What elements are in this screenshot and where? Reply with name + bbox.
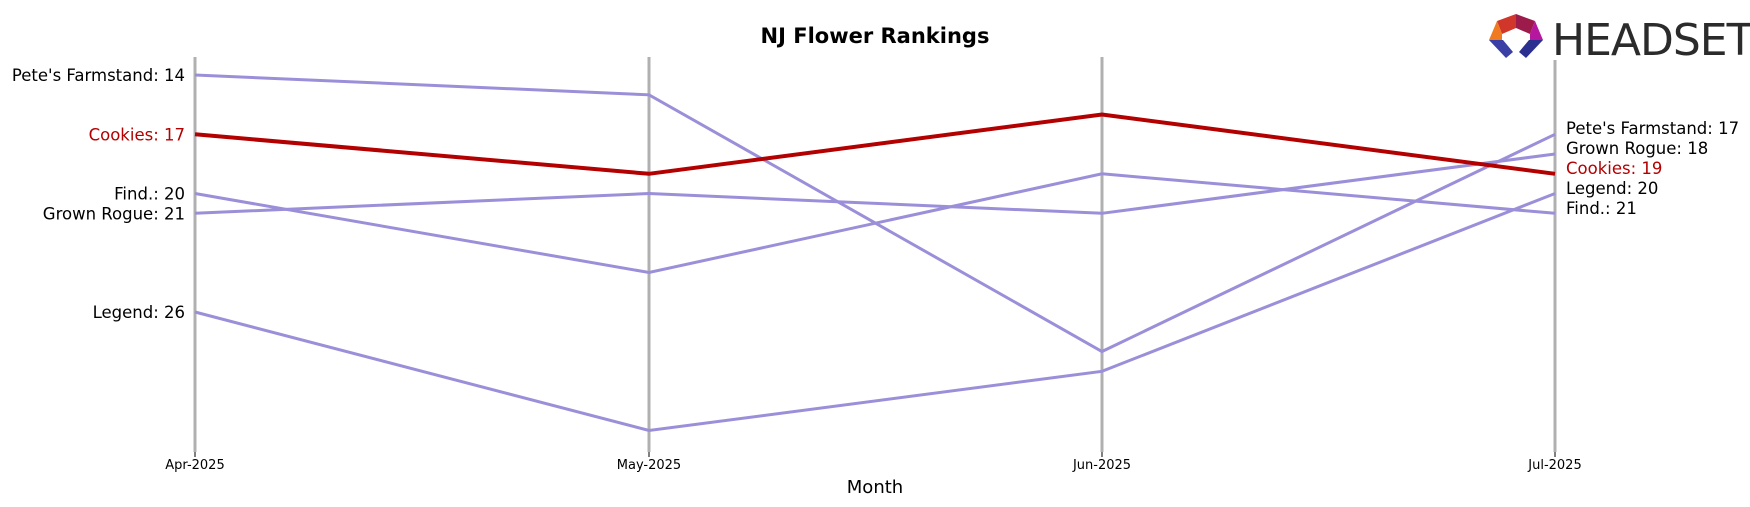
end-labels: Pete's Farmstand: 14 Cookies: 17 Find.: 20… xyxy=(12,66,1739,322)
logo-text: HEADSET xyxy=(1552,15,1750,66)
right-label: Pete's Farmstand: 17 xyxy=(1566,119,1739,138)
right-label: Legend: 20 xyxy=(1566,179,1658,198)
headset-logo-icon xyxy=(1489,14,1543,58)
right-label: Cookies: 19 xyxy=(1566,159,1662,178)
x-tick-labels: Apr-2025 May-2025 Jun-2025 Jul-2025 xyxy=(165,452,1582,473)
x-tick-label: Jul-2025 xyxy=(1527,458,1581,473)
series-lines xyxy=(194,73,1556,433)
x-axis-label: Month xyxy=(847,477,903,498)
left-label: Find.: 20 xyxy=(114,185,185,204)
right-label: Grown Rogue: 18 xyxy=(1566,139,1708,158)
series-line-pete-s-farmstand xyxy=(194,73,1556,354)
x-tick-label: Jun-2025 xyxy=(1072,458,1131,473)
left-label: Pete's Farmstand: 14 xyxy=(12,66,185,85)
series-line-cookies xyxy=(194,112,1556,176)
month-grid-lines xyxy=(193,57,1557,452)
left-label: Legend: 26 xyxy=(93,303,185,322)
series-line-grown-rogue xyxy=(194,152,1556,215)
x-tick-label: Apr-2025 xyxy=(165,458,224,473)
x-tick-label: May-2025 xyxy=(617,458,681,473)
series-line-legend xyxy=(194,192,1556,433)
series-line-find xyxy=(194,172,1556,275)
left-label: Grown Rogue: 21 xyxy=(43,204,185,223)
right-label: Find.: 21 xyxy=(1566,199,1637,218)
left-label: Cookies: 17 xyxy=(89,125,185,144)
headset-logo: HEADSET xyxy=(1489,14,1750,66)
chart-title: NJ Flower Rankings xyxy=(761,24,990,48)
